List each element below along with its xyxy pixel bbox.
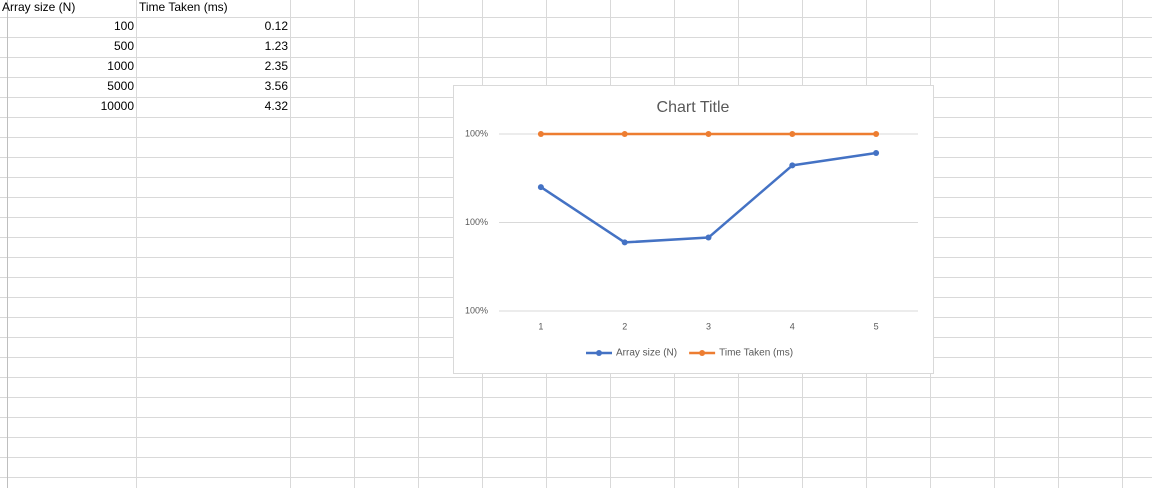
x-tick-label: 4	[790, 321, 795, 331]
x-tick-label: 3	[706, 321, 711, 331]
chart-area[interactable]	[453, 85, 934, 374]
y-tick-label: 100%	[465, 217, 488, 227]
point-marker	[621, 239, 628, 246]
legend-label: Time Taken (ms)	[719, 348, 793, 359]
point-marker	[705, 131, 712, 137]
y-tick-label: 100%	[465, 128, 488, 138]
cell: 0.12	[265, 19, 289, 33]
x-tick-label: 2	[622, 321, 627, 331]
cell: 4.32	[265, 99, 289, 113]
cell: 1000	[107, 59, 134, 73]
cell: 5000	[107, 79, 134, 93]
x-tick-label: 1	[538, 321, 543, 331]
legend-marker	[596, 350, 602, 356]
point-marker	[789, 162, 796, 169]
point-marker	[789, 131, 796, 137]
header-cell: Time Taken (ms)	[139, 0, 228, 14]
chart-title: Chart Title	[657, 99, 730, 116]
header-cell: Array size (N)	[2, 0, 75, 14]
point-marker	[873, 150, 880, 157]
cells: Array size (N) Time Taken (ms) 100 0.12 500 1…	[2, 0, 288, 113]
legend-label: Array size (N)	[616, 348, 677, 359]
point-marker	[621, 131, 628, 137]
legend-marker	[699, 350, 706, 356]
cell: 3.56	[265, 79, 289, 93]
cell: 500	[114, 39, 134, 53]
point-marker	[537, 184, 544, 191]
cell: 1.23	[265, 39, 289, 53]
point-marker	[873, 131, 880, 137]
y-tick-label: 100%	[465, 305, 488, 315]
point-marker	[705, 234, 712, 241]
chart[interactable]: Chart Title 100% 100% 100% 1 2 3 4 5 Array size …	[453, 85, 934, 374]
x-tick-label: 5	[874, 321, 879, 331]
cell: 10000	[101, 99, 135, 113]
cell: 2.35	[265, 59, 289, 73]
point-marker	[537, 131, 544, 137]
cell: 100	[114, 19, 134, 33]
